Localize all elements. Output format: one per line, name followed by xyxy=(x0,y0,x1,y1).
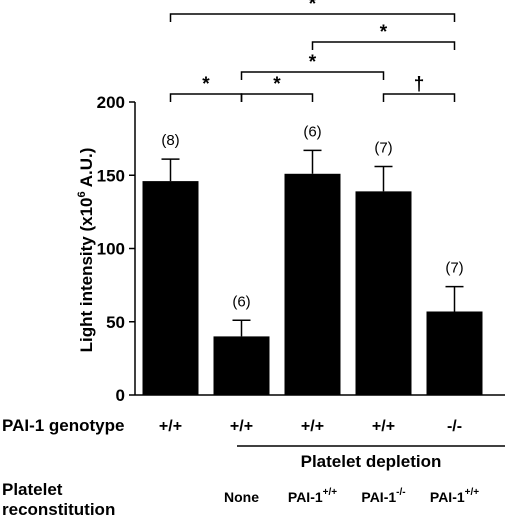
reconstitution-base: PAI-1 xyxy=(361,489,396,505)
sample-size-label: (6) xyxy=(232,293,250,310)
y-axis-label: Light intensity (x106 A.U.) xyxy=(76,148,96,353)
reconstitution-superscript: +/+ xyxy=(323,487,338,498)
sample-size-label: (7) xyxy=(374,139,392,156)
sample-size-label: (8) xyxy=(161,132,179,149)
significance-bracket xyxy=(311,41,456,50)
significance-marker: * xyxy=(309,0,317,15)
genotype-cell: +/+ xyxy=(159,418,182,435)
bar xyxy=(426,311,483,395)
reconstitution-cell: PAI-1+/+ xyxy=(430,487,479,505)
significance-bracket xyxy=(382,93,456,102)
reconstitution-superscript: -/- xyxy=(396,487,405,498)
genotype-row-label: PAI-1 genotype xyxy=(2,416,124,435)
genotype-cell: -/- xyxy=(447,418,462,435)
y-tick-label: 200 xyxy=(97,93,125,112)
significance-marker: * xyxy=(380,22,388,43)
y-tick-label: 100 xyxy=(97,240,125,259)
reconstitution-base: None xyxy=(224,489,259,505)
reconstitution-cell: PAI-1+/+ xyxy=(288,487,337,505)
bar xyxy=(213,336,270,395)
genotype-cells: +/+ +/+ +/+ +/+ -/- xyxy=(159,418,462,435)
reconstitution-cells: None PAI-1+/+ PAI-1-/- PAI-1+/+ xyxy=(224,487,479,505)
reconstitution-row-label-line2: reconstitution xyxy=(2,500,115,519)
significance-brackets: * * † * * * xyxy=(169,0,456,102)
significance-bracket xyxy=(240,71,385,80)
reconstitution-base: PAI-1 xyxy=(288,489,323,505)
genotype-cell: +/+ xyxy=(372,418,395,435)
y-tick-label: 0 xyxy=(116,386,125,405)
reconstitution-cell: None xyxy=(224,489,259,505)
significance-bracket xyxy=(240,93,314,102)
reconstitution-superscript: +/+ xyxy=(465,487,480,498)
significance-marker: * xyxy=(202,74,210,95)
y-axis-label-superscript: 6 xyxy=(76,191,88,197)
y-axis-label-main: Light intensity (x10 xyxy=(77,197,96,352)
bar xyxy=(284,173,341,395)
significance-bracket xyxy=(169,13,456,22)
bar xyxy=(142,181,199,395)
sample-size-label: (6) xyxy=(303,123,321,140)
condition-table: PAI-1 genotype +/+ +/+ +/+ +/+ -/- Platelet … xyxy=(2,416,505,519)
genotype-cell: +/+ xyxy=(230,418,253,435)
reconstitution-base: PAI-1 xyxy=(430,489,465,505)
reconstitution-row-label-line1: Platelet xyxy=(2,480,63,499)
y-tick-label: 50 xyxy=(106,313,125,332)
significance-marker: † xyxy=(414,74,425,95)
sample-size-label: (7) xyxy=(445,260,463,277)
y-axis-label-tail: A.U.) xyxy=(77,148,96,192)
significance-marker: * xyxy=(273,74,281,95)
bar xyxy=(355,191,412,395)
depletion-label: Platelet depletion xyxy=(301,452,442,471)
significance-bracket xyxy=(169,93,243,102)
bars-group: (8) (6) (6) (7) (7) xyxy=(142,123,483,395)
y-tick-label: 150 xyxy=(97,166,125,185)
reconstitution-cell: PAI-1-/- xyxy=(361,487,405,505)
significance-marker: * xyxy=(309,52,317,73)
genotype-cell: +/+ xyxy=(301,418,324,435)
